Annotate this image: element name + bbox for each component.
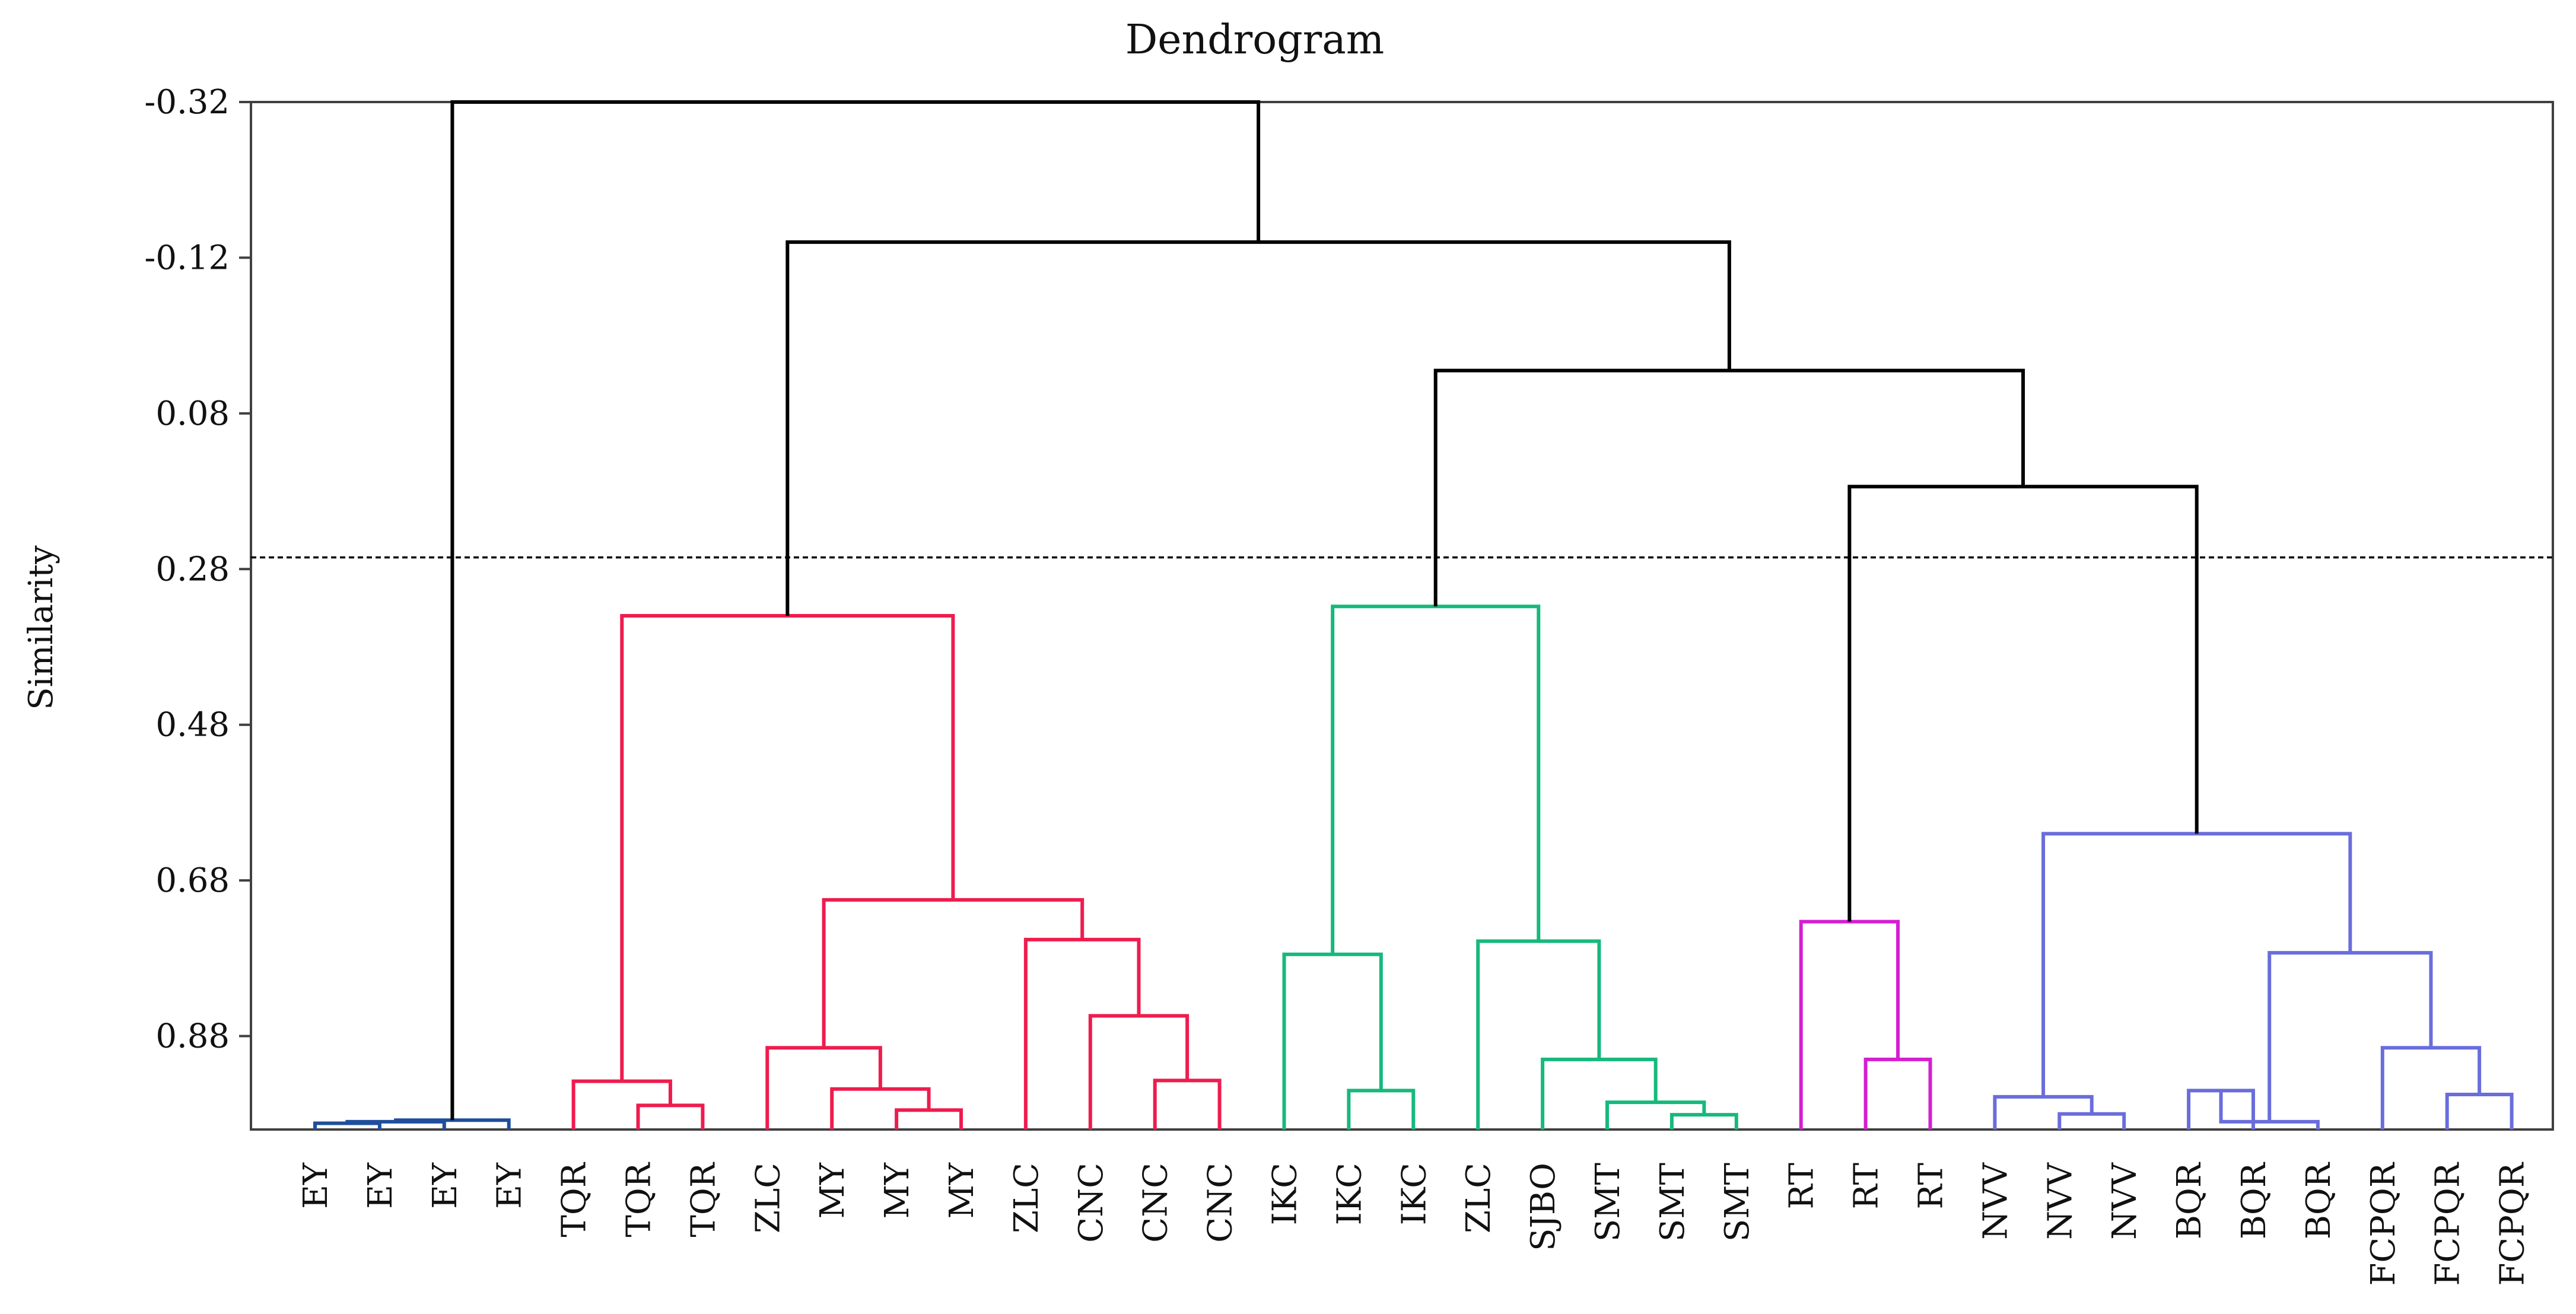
leaf-labels: EY EY EY EY TQR TQR TQR ZLC MY MY MY ZLC CNC CNC CNC IK… [297, 1162, 2532, 1286]
leaf-label: CNC [1137, 1163, 1175, 1243]
leaf-label: TQR [620, 1162, 659, 1237]
merge-link-b5 [765, 1046, 882, 1130]
merge-link-t1 [1847, 485, 2199, 922]
merge-link-b2 [571, 1079, 672, 1130]
leaf-label: RT [1912, 1163, 1951, 1210]
merge-link-p4 [2219, 1090, 2320, 1130]
y-tick-label: 0.68 [155, 861, 230, 900]
leaf-label: SMT [1718, 1163, 1757, 1242]
leaf-label: NVV [2041, 1162, 2079, 1239]
leaf-label: SJBO [1524, 1163, 1563, 1251]
merge-link-p3 [2187, 1089, 2255, 1130]
merge-link-b8 [1023, 937, 1141, 1130]
leaf-label: RT [1847, 1163, 1886, 1210]
y-tick-label: 0.28 [155, 550, 230, 588]
leaf-label: IKC [1330, 1163, 1369, 1225]
merge-link-t3 [785, 240, 1731, 616]
leaf-label: ZLC [1459, 1163, 1498, 1233]
y-axis-label: Similarity [22, 545, 61, 710]
leaf-label: FCPQR [2429, 1162, 2467, 1286]
merge-link-b7 [1088, 1014, 1190, 1130]
leaf-label: RT [1783, 1163, 1821, 1210]
leaf-label: NVV [2106, 1162, 2144, 1239]
leaf-label: BQR [2170, 1162, 2209, 1239]
merge-link-p5 [2445, 1092, 2514, 1130]
merge-link-a3 [394, 1118, 511, 1130]
leaf-label: ZLC [1007, 1163, 1046, 1233]
y-tick-label: -0.32 [144, 83, 230, 122]
merge-link-g5 [1541, 1057, 1658, 1130]
merge-link-m2 [1799, 920, 1900, 1130]
leaf-label: EY [297, 1162, 335, 1209]
merge-link-m1 [1863, 1057, 1932, 1130]
merge-link-g3 [1669, 1113, 1738, 1130]
chart-title: Dendrogram [1125, 17, 1385, 63]
merge-link-g4 [1605, 1100, 1706, 1130]
leaf-label: FCPQR [2494, 1162, 2532, 1286]
merge-link-b3 [895, 1108, 963, 1130]
y-axis: -0.32 -0.12 0.08 0.28 0.48 0.68 0.88 [144, 83, 251, 1056]
leaf-label: BQR [2300, 1162, 2338, 1239]
leaf-label: FCPQR [2364, 1162, 2403, 1286]
leaf-label: TQR [684, 1162, 723, 1237]
merge-link-g1 [1347, 1089, 1416, 1130]
leaf-label: EY [491, 1162, 529, 1209]
leaf-label: MY [943, 1162, 981, 1218]
leaf-label: NVV [1976, 1162, 2015, 1239]
leaf-label: SMT [1589, 1163, 1627, 1242]
leaf-label: SMT [1653, 1163, 1692, 1242]
merge-link-b6 [1153, 1078, 1222, 1130]
merge-link-g7 [1331, 604, 1541, 955]
leaf-label: EY [361, 1162, 400, 1209]
leaf-label: ZLC [749, 1163, 787, 1233]
merge-link-b4 [830, 1087, 931, 1130]
leaf-label: MY [878, 1162, 917, 1218]
dendrogram-links [313, 100, 2514, 1130]
merge-link-g6 [1476, 939, 1601, 1130]
merge-link-b10 [620, 614, 955, 1081]
merge-link-p7 [2267, 951, 2433, 1122]
leaf-label: CNC [1201, 1163, 1240, 1243]
merge-link-p1 [2057, 1112, 2126, 1130]
leaf-label: IKC [1266, 1163, 1305, 1225]
merge-link-t4 [450, 100, 1261, 1121]
leaf-label: MY [813, 1162, 852, 1218]
merge-link-g2 [1282, 952, 1383, 1130]
merge-link-p6 [2380, 1046, 2482, 1130]
plot-frame [250, 101, 2554, 1131]
merge-link-p8 [2041, 832, 2352, 1097]
merge-link-b9 [822, 898, 1085, 1048]
y-tick-label: -0.12 [144, 238, 230, 277]
leaf-label: EY [426, 1162, 465, 1209]
y-tick-label: 0.48 [155, 706, 230, 745]
leaf-label: TQR [555, 1162, 594, 1237]
leaf-label: BQR [2235, 1162, 2273, 1239]
leaf-label: IKC [1395, 1163, 1433, 1225]
y-tick-label: 0.08 [155, 394, 230, 433]
merge-link-t2 [1433, 368, 2025, 607]
leaf-label: CNC [1072, 1163, 1111, 1243]
merge-link-b1 [636, 1103, 705, 1130]
y-tick-label: 0.88 [155, 1017, 230, 1056]
